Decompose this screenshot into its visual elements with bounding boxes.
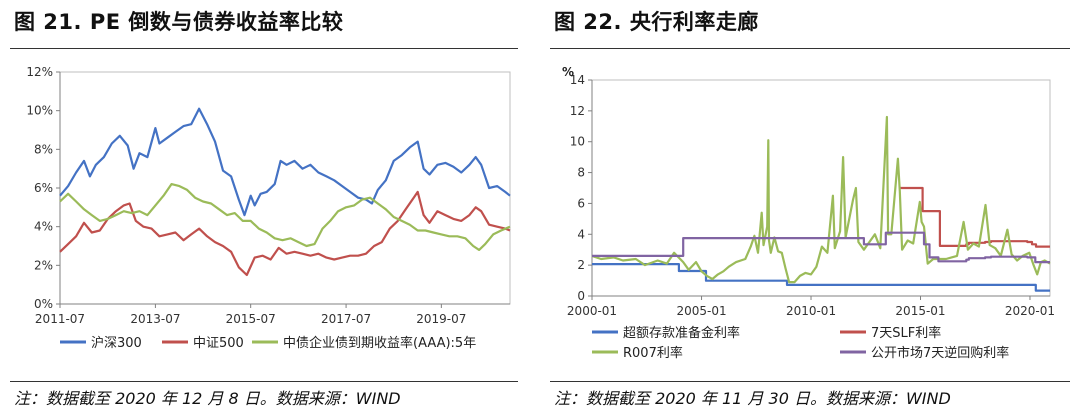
legend-label-2: 中证500 — [193, 336, 244, 351]
figure-22: 图 22. 央行利率走廊 0 2 4 6 8 10 12 14% 2000-01 2005-01 2… — [540, 0, 1080, 419]
y-axis-unit-label: % — [562, 65, 574, 79]
x-tick-label: 2010-01 — [786, 304, 836, 318]
legend-label-1: 沪深300 — [91, 335, 142, 351]
series-line-1 — [592, 263, 1050, 292]
series-line-2 — [899, 186, 1050, 248]
note-rule — [10, 381, 518, 382]
y-tick-label: 0% — [34, 297, 53, 311]
pe-bond-yield-chart: 0% 2% 4% 6% 8% 10% 12% 2011-07 2013-07 2015-07 201… — [26, 65, 511, 351]
legend-label-1: 超额存款准备金利率 — [623, 325, 740, 341]
legend-label-3: 中债企业债到期收益率(AAA):5年 — [283, 335, 476, 351]
plot-frame — [59, 71, 511, 305]
x-tick-label: 2000-01 — [567, 304, 617, 318]
y-tick-label: 0 — [577, 289, 585, 303]
x-tick-label: 2011-07 — [35, 312, 85, 326]
y-tick-label: 14 — [570, 73, 585, 87]
series-line-2 — [59, 190, 511, 277]
y-tick-label: 10% — [26, 104, 53, 118]
y-tick-label: 6 — [577, 196, 585, 210]
y-tick-label: 4% — [34, 220, 53, 234]
figure-21-note: 注：数据截至 2020 年 12 月 8 日。数据来源：WIND — [14, 389, 401, 408]
title-rule — [10, 48, 518, 49]
x-tick-label: 2015-01 — [895, 304, 945, 318]
y-tick-label: 6% — [34, 181, 53, 195]
figure-21-title: 图 21. PE 倒数与债券收益率比较 — [14, 10, 344, 34]
figure-22-title: 图 22. 央行利率走廊 — [554, 10, 759, 34]
x-tick-label: 2019-07 — [416, 312, 466, 326]
y-tick-label: 12 — [570, 104, 585, 118]
x-tick-label: 2005-01 — [676, 304, 726, 318]
legend-label-4: 公开市场7天逆回购利率 — [871, 345, 1009, 361]
y-tick-label: 12% — [26, 65, 53, 79]
rate-corridor-chart: 0 2 4 6 8 10 12 14% 2000-01 2005-01 2010-01 2015-01… — [562, 65, 1055, 361]
y-tick-label: 8% — [34, 142, 53, 156]
legend-label-3: R007利率 — [623, 345, 683, 361]
x-tick-label: 2015-07 — [226, 312, 276, 326]
series-line-1 — [59, 107, 511, 217]
y-tick-label: 8 — [577, 166, 585, 180]
series-line-3 — [59, 183, 511, 251]
title-rule — [550, 48, 1070, 49]
figure-21: 图 21. PE 倒数与债券收益率比较 0% 2% 4% 6% 8% 10% 12% 2011… — [0, 0, 528, 419]
y-tick-label: 2% — [34, 258, 53, 272]
series-line-4 — [592, 231, 1050, 264]
x-tick-label: 2020-01 — [1005, 304, 1055, 318]
series-line-3 — [591, 115, 1051, 284]
y-tick-label: 4 — [577, 227, 585, 241]
legend-label-2: 7天SLF利率 — [871, 325, 941, 341]
note-rule — [550, 381, 1070, 382]
figure-22-note: 注：数据截至 2020 年 11 月 30 日。数据来源：WIND — [554, 389, 951, 408]
y-tick-label: 10 — [570, 135, 585, 149]
y-tick-label: 2 — [577, 258, 585, 272]
x-tick-label: 2017-07 — [321, 312, 371, 326]
x-tick-label: 2013-07 — [130, 312, 180, 326]
